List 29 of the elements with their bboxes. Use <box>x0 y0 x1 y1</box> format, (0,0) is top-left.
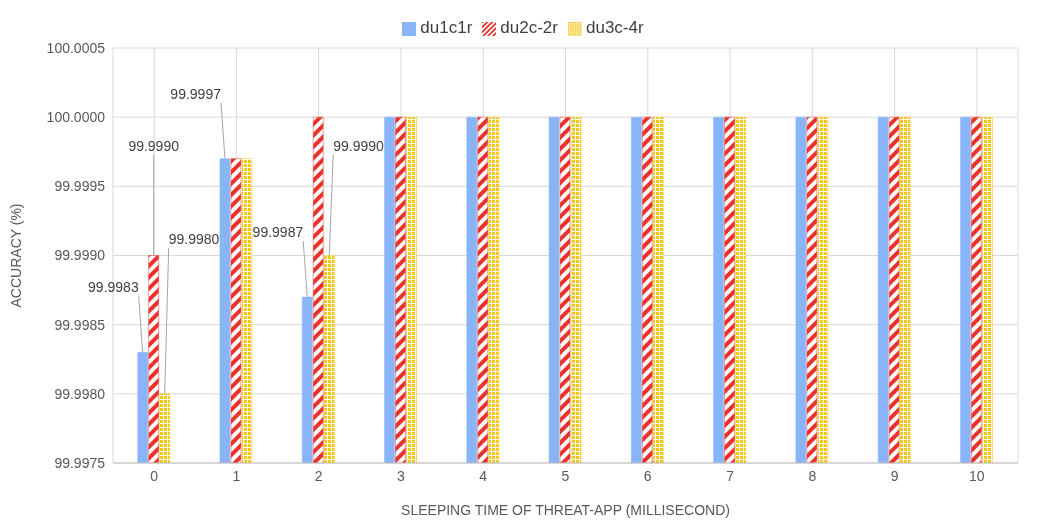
y-tick-label: 99.9995 <box>54 178 106 195</box>
x-tick-label: 1 <box>232 467 241 484</box>
x-tick-label: 5 <box>561 467 570 484</box>
x-tick-label: 0 <box>150 467 159 484</box>
data-label: 99.9990 <box>128 137 180 154</box>
legend-label: du2c-2r <box>500 18 558 37</box>
x-tick-label: 7 <box>726 467 735 484</box>
y-tick-label: 99.9975 <box>54 454 106 471</box>
x-tick-label: 3 <box>397 467 406 484</box>
x-tick-label: 8 <box>808 467 817 484</box>
x-tick-label: 10 <box>969 467 985 484</box>
x-tick-label: 4 <box>479 467 488 484</box>
y-tick-label: 99.9985 <box>54 316 106 333</box>
y-tick-label: 100.0005 <box>46 39 106 56</box>
x-tick-label: 9 <box>890 467 899 484</box>
x-tick-label: 2 <box>314 467 323 484</box>
data-label: 99.9983 <box>88 279 139 296</box>
y-tick-label: 99.9990 <box>54 247 106 264</box>
y-tick-label: 100.0000 <box>46 109 106 126</box>
x-axis-title: SLEEPING TIME OF THREAT-APP (MILLISECOND) <box>401 502 730 518</box>
data-label: 99.9980 <box>168 230 220 247</box>
data-label: 99.9997 <box>170 85 222 102</box>
legend-label: du3c-4r <box>585 18 644 37</box>
data-label: 99.9987 <box>252 224 304 240</box>
data-label: 99.9990 <box>333 137 385 154</box>
legend-label: du1c1r <box>420 18 473 37</box>
x-tick-label: 6 <box>643 467 652 484</box>
y-axis-title: ACCURACY (%) <box>7 203 24 308</box>
y-tick-label: 99.9980 <box>54 385 106 402</box>
